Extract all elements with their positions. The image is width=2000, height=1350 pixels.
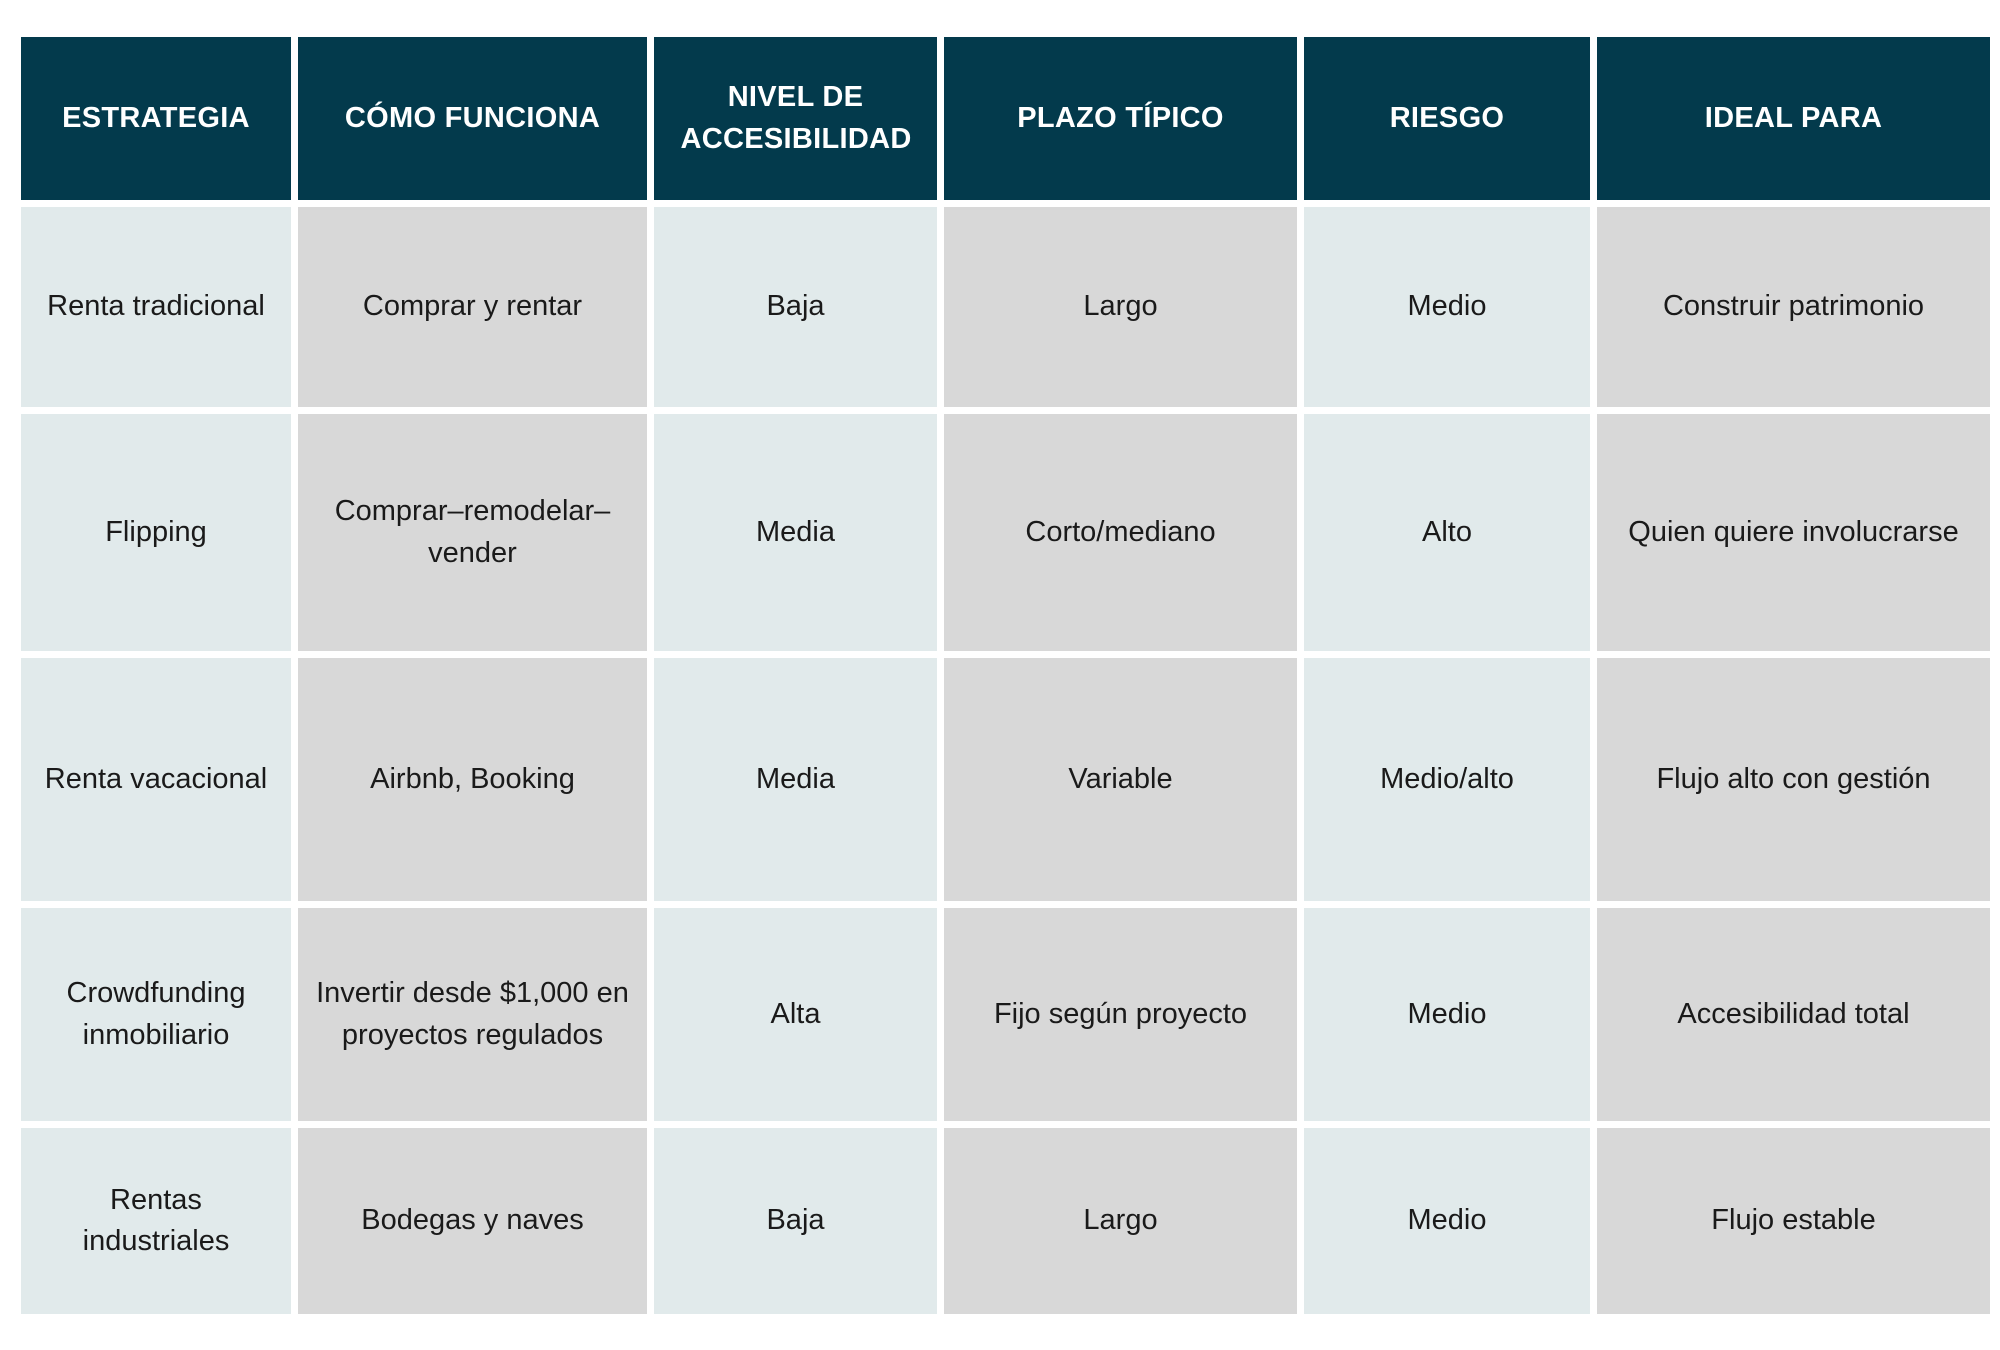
cell-riesgo: Alto [1304,414,1590,651]
table-row: Flipping Comprar–remodelar–vender Media … [21,414,1990,651]
comparison-table-container: ESTRATEGIA CÓMO FUNCIONA NIVEL DE ACCESI… [21,37,1990,1314]
cell-accesibilidad: Media [654,658,937,901]
cell-estrategia: Flipping [21,414,291,651]
cell-plazo: Fijo según proyecto [944,908,1297,1121]
table-row: Rentas industriales Bodegas y naves Baja… [21,1128,1990,1314]
cell-como-funciona: Invertir desde $1,000 en proyectos regul… [298,908,647,1121]
header-como-funciona: CÓMO FUNCIONA [298,37,647,200]
cell-ideal-para: Flujo alto con gestión [1597,658,1990,901]
cell-plazo: Corto/mediano [944,414,1297,651]
cell-plazo: Largo [944,1128,1297,1314]
header-estrategia: ESTRATEGIA [21,37,291,200]
cell-ideal-para: Flujo estable [1597,1128,1990,1314]
cell-como-funciona: Comprar y rentar [298,207,647,407]
cell-como-funciona: Bodegas y naves [298,1128,647,1314]
header-nivel-accesibilidad: NIVEL DE ACCESIBILIDAD [654,37,937,200]
cell-estrategia: Renta vacacional [21,658,291,901]
cell-como-funciona: Comprar–remodelar–vender [298,414,647,651]
cell-estrategia: Renta tradicional [21,207,291,407]
cell-riesgo: Medio [1304,207,1590,407]
table-row: Renta tradicional Comprar y rentar Baja … [21,207,1990,407]
cell-riesgo: Medio [1304,1128,1590,1314]
cell-plazo: Variable [944,658,1297,901]
cell-riesgo: Medio [1304,908,1590,1121]
table-row: Renta vacacional Airbnb, Booking Media V… [21,658,1990,901]
cell-estrategia: Crowdfunding inmobiliario [21,908,291,1121]
header-plazo-tipico: PLAZO TÍPICO [944,37,1297,200]
cell-accesibilidad: Baja [654,1128,937,1314]
table-header-row: ESTRATEGIA CÓMO FUNCIONA NIVEL DE ACCESI… [21,37,1990,200]
cell-ideal-para: Construir patrimonio [1597,207,1990,407]
cell-plazo: Largo [944,207,1297,407]
cell-accesibilidad: Alta [654,908,937,1121]
cell-como-funciona: Airbnb, Booking [298,658,647,901]
cell-accesibilidad: Baja [654,207,937,407]
cell-riesgo: Medio/alto [1304,658,1590,901]
cell-estrategia: Rentas industriales [21,1128,291,1314]
header-ideal-para: IDEAL PARA [1597,37,1990,200]
cell-ideal-para: Accesibilidad total [1597,908,1990,1121]
table-row: Crowdfunding inmobiliario Invertir desde… [21,908,1990,1121]
cell-accesibilidad: Media [654,414,937,651]
strategy-comparison-table: ESTRATEGIA CÓMO FUNCIONA NIVEL DE ACCESI… [14,30,1997,1321]
cell-ideal-para: Quien quiere involucrarse [1597,414,1990,651]
header-riesgo: RIESGO [1304,37,1590,200]
